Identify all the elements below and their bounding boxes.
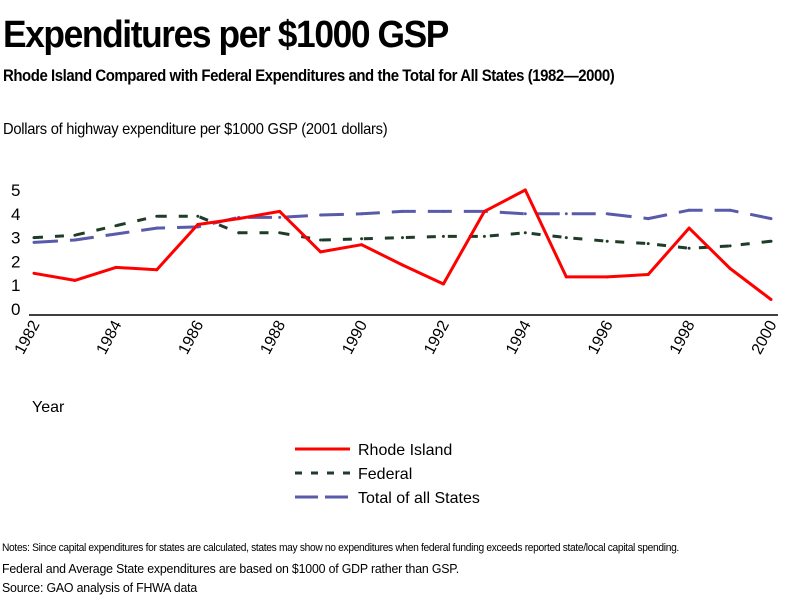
- notes-line: Notes: Since capital expenditures for st…: [2, 542, 679, 554]
- data-point-total-of-all-states: [73, 238, 77, 242]
- data-point-rhode-island: [564, 275, 568, 279]
- data-point-total-of-all-states: [401, 209, 404, 213]
- data-point-federal: [237, 231, 241, 235]
- data-point-rhode-island: [605, 275, 609, 279]
- y-axis-ticks: 0 1 2 3 4 5: [11, 181, 20, 319]
- data-point-federal: [278, 231, 282, 235]
- data-point-federal: [32, 236, 36, 240]
- data-point-rhode-island: [523, 188, 527, 192]
- x-tick-label: 1996: [585, 318, 617, 357]
- series-line-federal: [33, 214, 772, 250]
- data-point-rhode-island: [319, 250, 323, 254]
- data-point-total-of-all-states: [769, 217, 773, 221]
- data-point-federal: [523, 231, 527, 235]
- data-point-federal: [401, 236, 404, 240]
- y-tick-label: 0: [11, 300, 20, 319]
- x-tick-label: 1988: [257, 318, 289, 357]
- data-point-total-of-all-states: [32, 240, 36, 244]
- data-point-total-of-all-states: [114, 232, 118, 236]
- data-point-rhode-island: [728, 267, 732, 270]
- data-point-total-of-all-states: [687, 208, 691, 212]
- data-point-rhode-island: [278, 209, 282, 213]
- data-point-rhode-island: [32, 271, 36, 275]
- data-point-total-of-all-states: [523, 212, 527, 216]
- x-tick-label: 2000: [749, 318, 781, 357]
- data-point-total-of-all-states: [728, 208, 732, 212]
- x-tick-label: 1986: [176, 318, 208, 357]
- data-point-rhode-island: [687, 226, 691, 230]
- data-point-federal: [441, 234, 445, 238]
- data-point-rhode-island: [441, 282, 445, 286]
- data-point-rhode-island: [646, 273, 650, 276]
- chart-title: Expenditures per $1000 GSP: [3, 14, 449, 56]
- x-tick-label: 1990: [339, 318, 371, 357]
- series-layer: [32, 188, 773, 301]
- x-tick-label: 1998: [667, 318, 699, 357]
- data-point-total-of-all-states: [441, 209, 445, 213]
- data-point-total-of-all-states: [278, 215, 282, 219]
- data-point-total-of-all-states: [319, 213, 323, 217]
- source-note: Source: GAO analysis of FHWA data: [2, 580, 198, 595]
- data-point-federal: [155, 214, 159, 218]
- data-point-federal: [319, 238, 323, 242]
- legend-label-rhode-island: Rhode Island: [358, 442, 453, 459]
- y-tick-label: 3: [11, 229, 20, 248]
- data-point-federal: [728, 244, 732, 248]
- legend-label-federal: Federal: [358, 466, 413, 483]
- legend-swatches: [295, 447, 350, 499]
- data-point-federal: [73, 233, 77, 237]
- data-point-federal: [196, 214, 200, 218]
- data-point-federal: [605, 239, 609, 243]
- data-point-rhode-island: [360, 243, 364, 247]
- x-tick-label: 1992: [421, 318, 453, 357]
- x-axis-label: Year: [32, 399, 65, 416]
- x-tick-label: 1984: [94, 318, 126, 357]
- y-tick-label: 2: [11, 252, 20, 271]
- data-point-federal: [769, 239, 773, 243]
- x-axis-ticks: 1982 1984 1986 1988 1990 1992 1994 1996 1998 2000: [12, 318, 781, 357]
- data-point-rhode-island: [401, 263, 404, 267]
- data-point-total-of-all-states: [360, 212, 364, 216]
- data-point-total-of-all-states: [564, 212, 568, 216]
- notes-basis: Federal and Average State expenditures a…: [2, 561, 459, 576]
- data-point-rhode-island: [769, 298, 773, 301]
- x-tick-label: 1994: [503, 318, 535, 357]
- data-point-federal: [482, 234, 486, 238]
- data-point-total-of-all-states: [605, 212, 609, 216]
- y-tick-label: 4: [11, 205, 20, 224]
- data-point-federal: [687, 246, 691, 250]
- y-tick-label: 1: [11, 276, 20, 295]
- y-axis-caption: Dollars of highway expenditure per $1000…: [3, 121, 388, 138]
- data-point-rhode-island: [73, 278, 77, 282]
- data-point-rhode-island: [237, 217, 241, 221]
- chart-subtitle: Rhode Island Compared with Federal Expen…: [3, 66, 615, 85]
- data-point-rhode-island: [114, 265, 118, 269]
- data-point-federal: [360, 237, 364, 241]
- data-point-rhode-island: [155, 268, 159, 272]
- data-point-federal: [646, 242, 650, 246]
- data-point-federal: [564, 236, 568, 240]
- data-point-rhode-island: [196, 223, 200, 226]
- legend-label-total-states: Total of all States: [358, 490, 480, 507]
- data-point-total-of-all-states: [646, 217, 650, 221]
- y-tick-label: 5: [11, 181, 20, 200]
- data-point-rhode-island: [482, 209, 486, 213]
- data-point-total-of-all-states: [155, 226, 159, 230]
- x-tick-label: 1982: [12, 318, 44, 357]
- data-point-federal: [114, 224, 118, 228]
